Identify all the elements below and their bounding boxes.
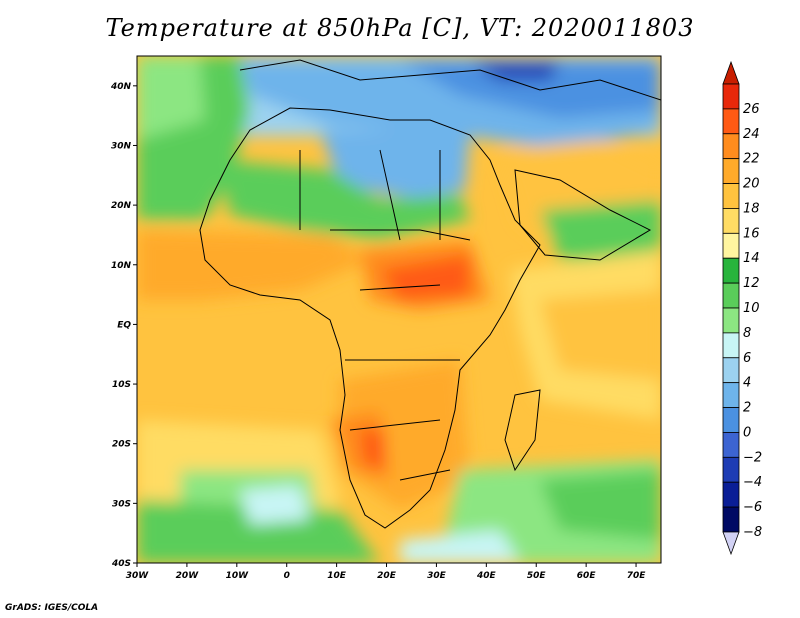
colorbar-swatch — [722, 208, 740, 234]
colorbar-level-label: 4 — [743, 376, 751, 391]
lon-tick-label: 10W — [226, 571, 250, 581]
colorbar-level-label: 14 — [743, 251, 760, 266]
map-frame — [136, 55, 662, 564]
colorbar-swatch — [722, 481, 740, 508]
colorbar-level-label: 16 — [743, 226, 760, 241]
colorbar-level-label: −4 — [743, 475, 762, 490]
colorbar-level-label: 26 — [743, 102, 760, 117]
colorbar-swatch — [722, 407, 740, 433]
credit-text: GrADS: IGES/COLA — [5, 603, 99, 613]
colorbar-level-label: −6 — [743, 500, 762, 515]
colorbar-swatch — [722, 232, 740, 259]
lat-tick-label: 10N — [111, 261, 132, 271]
lon-tick-label: 30W — [126, 571, 150, 581]
colorbar-swatch — [722, 506, 740, 533]
lon-tick-label: 60E — [577, 571, 597, 581]
lon-tick-label: 0 — [284, 571, 290, 581]
lon-tick-label: 50E — [527, 571, 547, 581]
colorbar-swatch — [722, 183, 740, 209]
colorbar-swatch — [722, 456, 740, 483]
colorbar-swatch — [722, 382, 740, 408]
colorbar-level-label: −2 — [743, 450, 762, 465]
colorbar-level-label: −8 — [743, 525, 762, 540]
colorbar-swatch — [722, 158, 740, 184]
lon-tick-label: 30E — [427, 571, 447, 581]
coastlines — [199, 59, 661, 529]
colorbar-swatch — [722, 257, 740, 284]
colorbar-level-label: 24 — [743, 127, 760, 142]
latitude-axis: 40N 30N 20N 10N EQ 10S 20S 30S 40S — [110, 82, 137, 569]
longitude-axis: 30W 20W 10W 0 10E 20E 30E 40E 50E 60E 70E — [126, 563, 646, 581]
lat-tick-label: 30N — [111, 141, 132, 151]
colorbar-level-label: 12 — [743, 276, 760, 291]
colorbar-swatch — [722, 133, 740, 160]
colorbar-swatch — [722, 108, 740, 135]
colorbar-level-label: 2 — [743, 401, 751, 416]
lat-tick-label: 20S — [112, 440, 131, 450]
lon-tick-label: 20W — [176, 571, 200, 581]
colorbar-swatch — [722, 307, 740, 334]
lon-tick-label: 40E — [476, 571, 497, 581]
lat-tick-label: 20N — [111, 201, 132, 211]
colorbar-swatch — [722, 282, 740, 309]
lon-tick-label: 10E — [327, 571, 347, 581]
lat-tick-label: 10S — [112, 380, 131, 390]
colorbar-swatch — [722, 332, 740, 359]
lat-tick-label: 40S — [111, 559, 131, 569]
colorbar-level-label: 22 — [743, 152, 760, 167]
colorbar-level-label: 0 — [743, 425, 751, 440]
colorbar-swatch — [722, 83, 740, 110]
lat-tick-label: 40N — [110, 82, 132, 92]
colorbar-top-arrow — [722, 60, 740, 85]
colorbar-level-label: 20 — [743, 177, 760, 192]
colorbar-bottom-arrow — [722, 531, 740, 556]
map-title: Temperature at 850hPa [C], VT: 202001180… — [105, 14, 695, 42]
colorbar-level-label: 8 — [743, 326, 751, 341]
lat-tick-label: 30S — [112, 499, 131, 509]
temperature-field — [137, 56, 661, 563]
colorbar-level-label: 18 — [743, 201, 760, 216]
colorbar-swatch — [722, 432, 740, 458]
colorbar-level-label: 10 — [743, 301, 760, 316]
colorbar-swatch — [722, 357, 740, 384]
colorbar-level-label: 6 — [743, 351, 751, 366]
lon-tick-label: 20E — [377, 571, 397, 581]
lon-tick-label: 70E — [627, 571, 647, 581]
lat-tick-label: EQ — [117, 320, 131, 330]
